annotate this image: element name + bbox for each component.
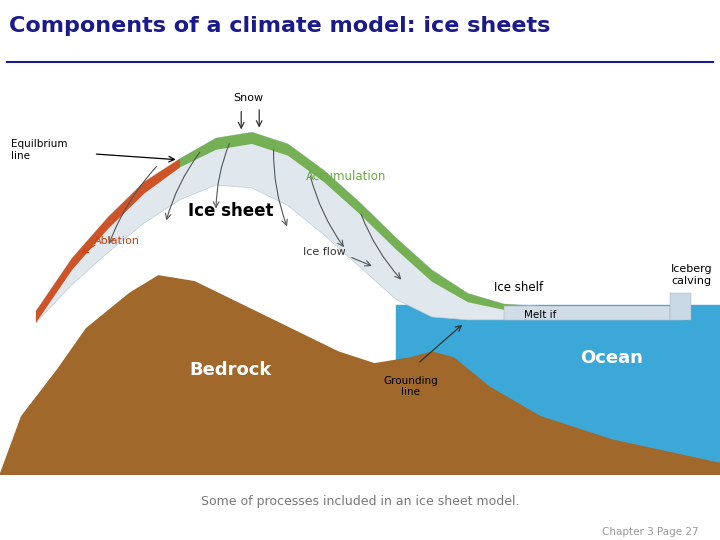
- Polygon shape: [36, 132, 684, 323]
- Polygon shape: [670, 293, 691, 320]
- Text: Grounding
line: Grounding line: [383, 375, 438, 397]
- Polygon shape: [180, 132, 684, 312]
- Text: Ice flow: Ice flow: [302, 247, 346, 258]
- Text: Snow: Snow: [233, 93, 264, 103]
- Text: Ice shelf: Ice shelf: [494, 281, 543, 294]
- Polygon shape: [0, 276, 720, 475]
- Text: Components of a climate model: ice sheets: Components of a climate model: ice sheet…: [9, 16, 550, 36]
- Polygon shape: [396, 305, 720, 475]
- Text: Equilbrium
line: Equilbrium line: [11, 139, 67, 160]
- Text: Some of processes included in an ice sheet model.: Some of processes included in an ice she…: [201, 495, 519, 508]
- Polygon shape: [504, 306, 670, 320]
- Text: Accumulation: Accumulation: [305, 170, 386, 183]
- Text: Iceberg
calving: Iceberg calving: [670, 264, 712, 286]
- Text: Ice sheet: Ice sheet: [188, 202, 273, 220]
- Text: Bedrock: Bedrock: [189, 361, 271, 379]
- Text: Melt if: Melt if: [524, 310, 556, 320]
- Text: Ocean: Ocean: [580, 349, 644, 367]
- Text: Chapter 3 Page 27: Chapter 3 Page 27: [602, 526, 698, 537]
- Polygon shape: [36, 159, 180, 323]
- Text: Ablation: Ablation: [94, 235, 140, 246]
